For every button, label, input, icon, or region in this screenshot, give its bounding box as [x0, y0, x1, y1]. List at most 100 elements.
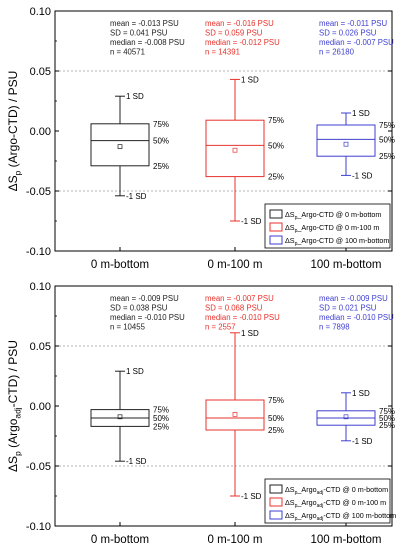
stats-line: SD = 0.068 PSU	[205, 304, 263, 313]
y-axis-label-b: (Argo	[6, 418, 20, 451]
stats-line: median = -0.007 PSU	[319, 38, 394, 47]
x-category-label: 0 m-100 m	[208, 534, 263, 546]
legend-entry-label-c: -CTD @ 0 m-100 m	[323, 498, 386, 507]
label-lower-sd: -1 SD	[241, 492, 262, 501]
mean-marker	[343, 141, 349, 147]
stats-line: mean = -0.009 PSU	[319, 294, 388, 303]
stats-line: n = 26180	[319, 48, 355, 57]
y-tick-label: 0.10	[30, 281, 51, 293]
label-q3: 75%	[153, 406, 169, 415]
legend-entry-label-b: _Argo-CTD @ 100 m-bottom	[296, 236, 389, 245]
label-q1: 25%	[268, 426, 284, 435]
stats-line: median = -0.010 PSU	[110, 313, 185, 322]
y-axis-label: ΔSp (Argo-CTD) / PSU	[6, 71, 23, 192]
label-median: 50%	[153, 414, 169, 423]
y-tick-label: -0.10	[26, 521, 51, 533]
stats-line: mean = -0.007 PSU	[205, 294, 274, 303]
label-median: 50%	[379, 414, 395, 423]
legend-entry-label-a: ΔS	[285, 511, 295, 520]
label-q1: 25%	[153, 162, 169, 171]
legend-entry-label-c: -CTD @ 0 m-bottom	[323, 485, 388, 494]
stats-line: SD = 0.059 PSU	[205, 29, 263, 38]
label-q1: 25%	[268, 173, 284, 182]
y-axis-label-b: (Argo-CTD) / PSU	[6, 71, 20, 171]
stats-line: mean = -0.016 PSU	[205, 19, 274, 28]
box-iqr	[90, 123, 150, 167]
legend-entry-label-a: ΔS	[285, 236, 295, 245]
stats-line: median = -0.008 PSU	[110, 38, 185, 47]
legend-entry-label: ΔSp_Argo-CTD @ 100 m-bottom	[285, 236, 389, 247]
label-q3: 75%	[379, 407, 395, 416]
mean-marker	[232, 147, 238, 153]
label-lower-sd: -1 SD	[126, 192, 147, 201]
y-tick-label: -0.10	[26, 246, 51, 258]
legend-entry-label: ΔSp_Argoadj-CTD @ 0 m-100 m	[285, 498, 386, 509]
y-axis-label-c: -CTD) / PSU	[6, 340, 20, 407]
legend-entry-label-sub2: adj	[317, 516, 324, 522]
legend-entry-label: ΔSp_Argo-CTD @ 0 m-bottom	[285, 210, 381, 221]
legend-swatch	[269, 510, 283, 520]
legend-entry-label-a: ΔS	[285, 210, 295, 219]
box-iqr	[205, 399, 265, 431]
y-axis-label-a: ΔS	[6, 456, 20, 472]
label-q3: 75%	[268, 116, 284, 125]
box-series-3: 1 SD -1 SD 75%50%25%	[316, 389, 395, 446]
label-lower-sd: -1 SD	[126, 457, 147, 466]
legend-frame	[264, 478, 391, 524]
legend-entry-label-sub: p	[295, 490, 298, 496]
y-axis-label-a: ΔS	[6, 175, 20, 191]
legend-entry-label-sub: p	[295, 215, 298, 221]
legend-entry-label-a: ΔS	[285, 498, 295, 507]
y-axis-label: ΔSp (Argoadj-CTD) / PSU	[6, 340, 23, 472]
label-median: 50%	[268, 414, 284, 423]
label-q1: 25%	[379, 421, 395, 430]
stats-line: n = 14391	[205, 48, 240, 57]
box-iqr	[316, 124, 376, 157]
y-axis-label-sub: p	[13, 170, 23, 175]
x-category-label: 0 m-bottom	[91, 534, 149, 546]
label-upper-sd: 1 SD	[126, 367, 144, 376]
label-median: 50%	[379, 135, 395, 144]
label-upper-sd: 1 SD	[352, 109, 370, 118]
y-tick-label: 0.00	[30, 401, 51, 413]
legend-entry-label-sub2: adj	[317, 490, 324, 496]
legend-swatch	[269, 209, 283, 219]
legend-entry-label-sub: p	[295, 503, 298, 509]
legend-entry-label-a: ΔS	[285, 223, 295, 232]
legend: ΔSp_Argoadj-CTD @ 0 m-bottomΔSp_Argoadj-…	[264, 478, 396, 524]
y-tick-label: 0.05	[30, 341, 51, 353]
y-tick-label: 0.05	[30, 66, 51, 78]
stats-line: mean = -0.013 PSU	[110, 19, 179, 28]
stats-line: mean = -0.011 PSU	[319, 19, 387, 28]
box-series-1: 1 SD -1 SD 75%50%25%	[90, 367, 169, 466]
stats-line: SD = 0.021 PSU	[319, 304, 377, 313]
label-upper-sd: 1 SD	[241, 329, 259, 338]
label-upper-sd: 1 SD	[241, 75, 259, 84]
label-lower-sd: -1 SD	[352, 171, 373, 180]
box-series-2: 1 SD -1 SD 75% 50% 25%	[205, 75, 284, 226]
legend-entry-label-c: -CTD @ 100 m-bottom	[323, 511, 396, 520]
label-upper-sd: 1 SD	[126, 92, 144, 101]
legend-entry-label-b: _Argo	[296, 511, 316, 520]
y-tick-label: 0.00	[30, 126, 51, 138]
stats-line: mean = -0.009 PSU	[110, 294, 179, 303]
legend-entry-label-b: _Argo-CTD @ 0 m-bottom	[296, 210, 381, 219]
y-tick-label: 0.10	[30, 6, 51, 18]
label-q1: 25%	[379, 152, 395, 161]
label-q1: 25%	[153, 422, 169, 431]
label-median: 50%	[268, 141, 284, 150]
x-category-label: 100 m-bottom	[311, 534, 382, 546]
stats-line: median = -0.010 PSU	[319, 313, 394, 322]
label-q3: 75%	[379, 121, 395, 130]
legend-entry-label-a: ΔS	[285, 485, 295, 494]
stats-line: n = 2557	[205, 323, 236, 332]
label-lower-sd: -1 SD	[352, 437, 373, 446]
box-iqr	[205, 119, 265, 178]
stats-line: SD = 0.038 PSU	[110, 304, 168, 313]
y-axis-label-sub: p	[13, 451, 23, 456]
x-category-label: 0 m-bottom	[91, 259, 149, 271]
legend-swatch	[269, 222, 283, 232]
